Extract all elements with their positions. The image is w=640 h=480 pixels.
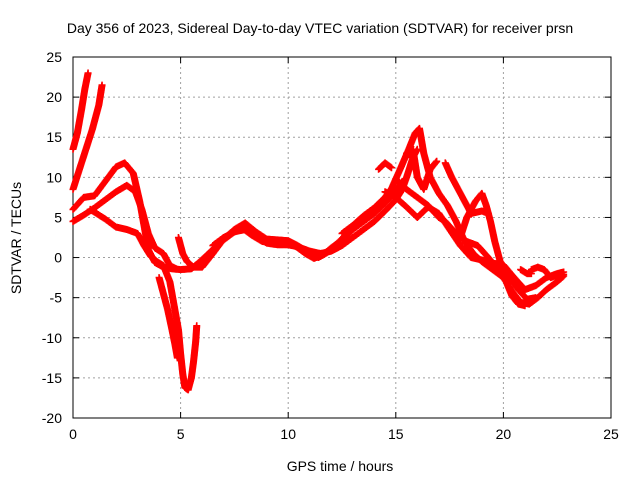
y-tick-label: 5 <box>54 209 62 225</box>
y-tick-label: -15 <box>42 370 62 386</box>
x-tick-label: 5 <box>177 426 185 442</box>
y-tick-label: 15 <box>46 129 62 145</box>
series-arc-s <box>375 159 395 173</box>
y-tick-label: -10 <box>42 330 62 346</box>
chart-title: Day 356 of 2023, Sidereal Day-to-day VTE… <box>67 20 573 36</box>
ticks: 0 5 10 15 20 25 -20 -15 -10 -5 0 5 10 15 20 25 <box>42 49 619 442</box>
data-point <box>560 270 568 278</box>
y-tick-label: 20 <box>46 89 62 105</box>
series-arc-m <box>456 189 529 310</box>
y-tick-label: 10 <box>46 169 62 185</box>
series-arc-k <box>392 175 540 303</box>
data-point <box>193 322 201 330</box>
series-arc-p <box>467 207 492 217</box>
data-point <box>484 209 492 217</box>
x-tick-label: 10 <box>280 426 296 442</box>
data-point <box>521 302 529 310</box>
y-tick-label: 0 <box>54 250 62 266</box>
series-arc-r <box>527 263 568 282</box>
series-arc-e <box>86 205 201 394</box>
x-tick-label: 15 <box>388 426 404 442</box>
series-arc-c <box>69 159 406 274</box>
series-arc-o <box>403 143 415 161</box>
x-axis-label: GPS time / hours <box>287 458 394 474</box>
data-point <box>532 294 540 302</box>
data-point <box>172 265 180 273</box>
series-arc-a <box>69 69 92 153</box>
series-arc-f <box>155 274 181 362</box>
data-point <box>387 164 395 172</box>
data-point <box>98 81 106 89</box>
data-markers <box>69 69 568 394</box>
data-point <box>433 157 441 165</box>
x-tick-label: 0 <box>69 426 77 442</box>
x-tick-label: 20 <box>496 426 512 442</box>
series-arc-q <box>517 266 535 278</box>
data-point <box>173 354 181 362</box>
y-axis-label: SDTVAR / TECUs <box>8 182 24 294</box>
data-point <box>84 69 92 77</box>
x-tick-label: 25 <box>603 426 619 442</box>
y-tick-label: -20 <box>42 410 62 426</box>
plot-frame <box>72 56 612 419</box>
series-arc-l <box>441 159 475 218</box>
y-tick-label: 25 <box>46 49 62 65</box>
series-arc-b <box>69 81 106 193</box>
y-tick-label: -5 <box>50 290 63 306</box>
data-point <box>407 143 415 151</box>
